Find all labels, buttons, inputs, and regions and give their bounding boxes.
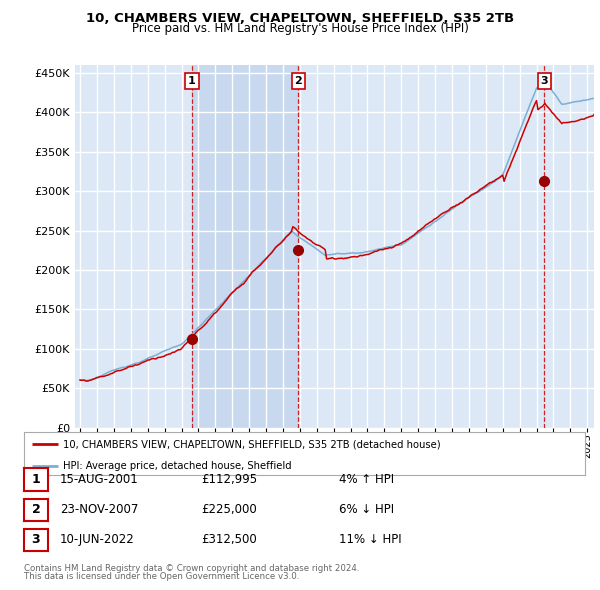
Text: 6% ↓ HPI: 6% ↓ HPI: [339, 503, 394, 516]
Text: 2: 2: [32, 503, 40, 516]
Text: 10, CHAMBERS VIEW, CHAPELTOWN, SHEFFIELD, S35 2TB (detached house): 10, CHAMBERS VIEW, CHAPELTOWN, SHEFFIELD…: [63, 440, 441, 450]
Text: 1: 1: [32, 473, 40, 486]
Text: Contains HM Land Registry data © Crown copyright and database right 2024.: Contains HM Land Registry data © Crown c…: [24, 563, 359, 572]
Text: £112,995: £112,995: [201, 473, 257, 486]
Bar: [192, 65, 298, 428]
Text: £225,000: £225,000: [201, 503, 257, 516]
Text: 1: 1: [188, 76, 196, 86]
Text: HPI: Average price, detached house, Sheffield: HPI: Average price, detached house, Shef…: [63, 461, 292, 471]
Text: 10, CHAMBERS VIEW, CHAPELTOWN, SHEFFIELD, S35 2TB: 10, CHAMBERS VIEW, CHAPELTOWN, SHEFFIELD…: [86, 12, 514, 25]
Text: 15-AUG-2001: 15-AUG-2001: [60, 473, 139, 486]
Text: 23-NOV-2007: 23-NOV-2007: [60, 503, 139, 516]
Text: 10-JUN-2022: 10-JUN-2022: [60, 533, 135, 546]
Text: 3: 3: [32, 533, 40, 546]
Text: 2: 2: [294, 76, 302, 86]
Text: Price paid vs. HM Land Registry's House Price Index (HPI): Price paid vs. HM Land Registry's House …: [131, 22, 469, 35]
Text: 3: 3: [541, 76, 548, 86]
Text: £312,500: £312,500: [201, 533, 257, 546]
Text: This data is licensed under the Open Government Licence v3.0.: This data is licensed under the Open Gov…: [24, 572, 299, 581]
Text: 4% ↑ HPI: 4% ↑ HPI: [339, 473, 394, 486]
Text: 11% ↓ HPI: 11% ↓ HPI: [339, 533, 401, 546]
